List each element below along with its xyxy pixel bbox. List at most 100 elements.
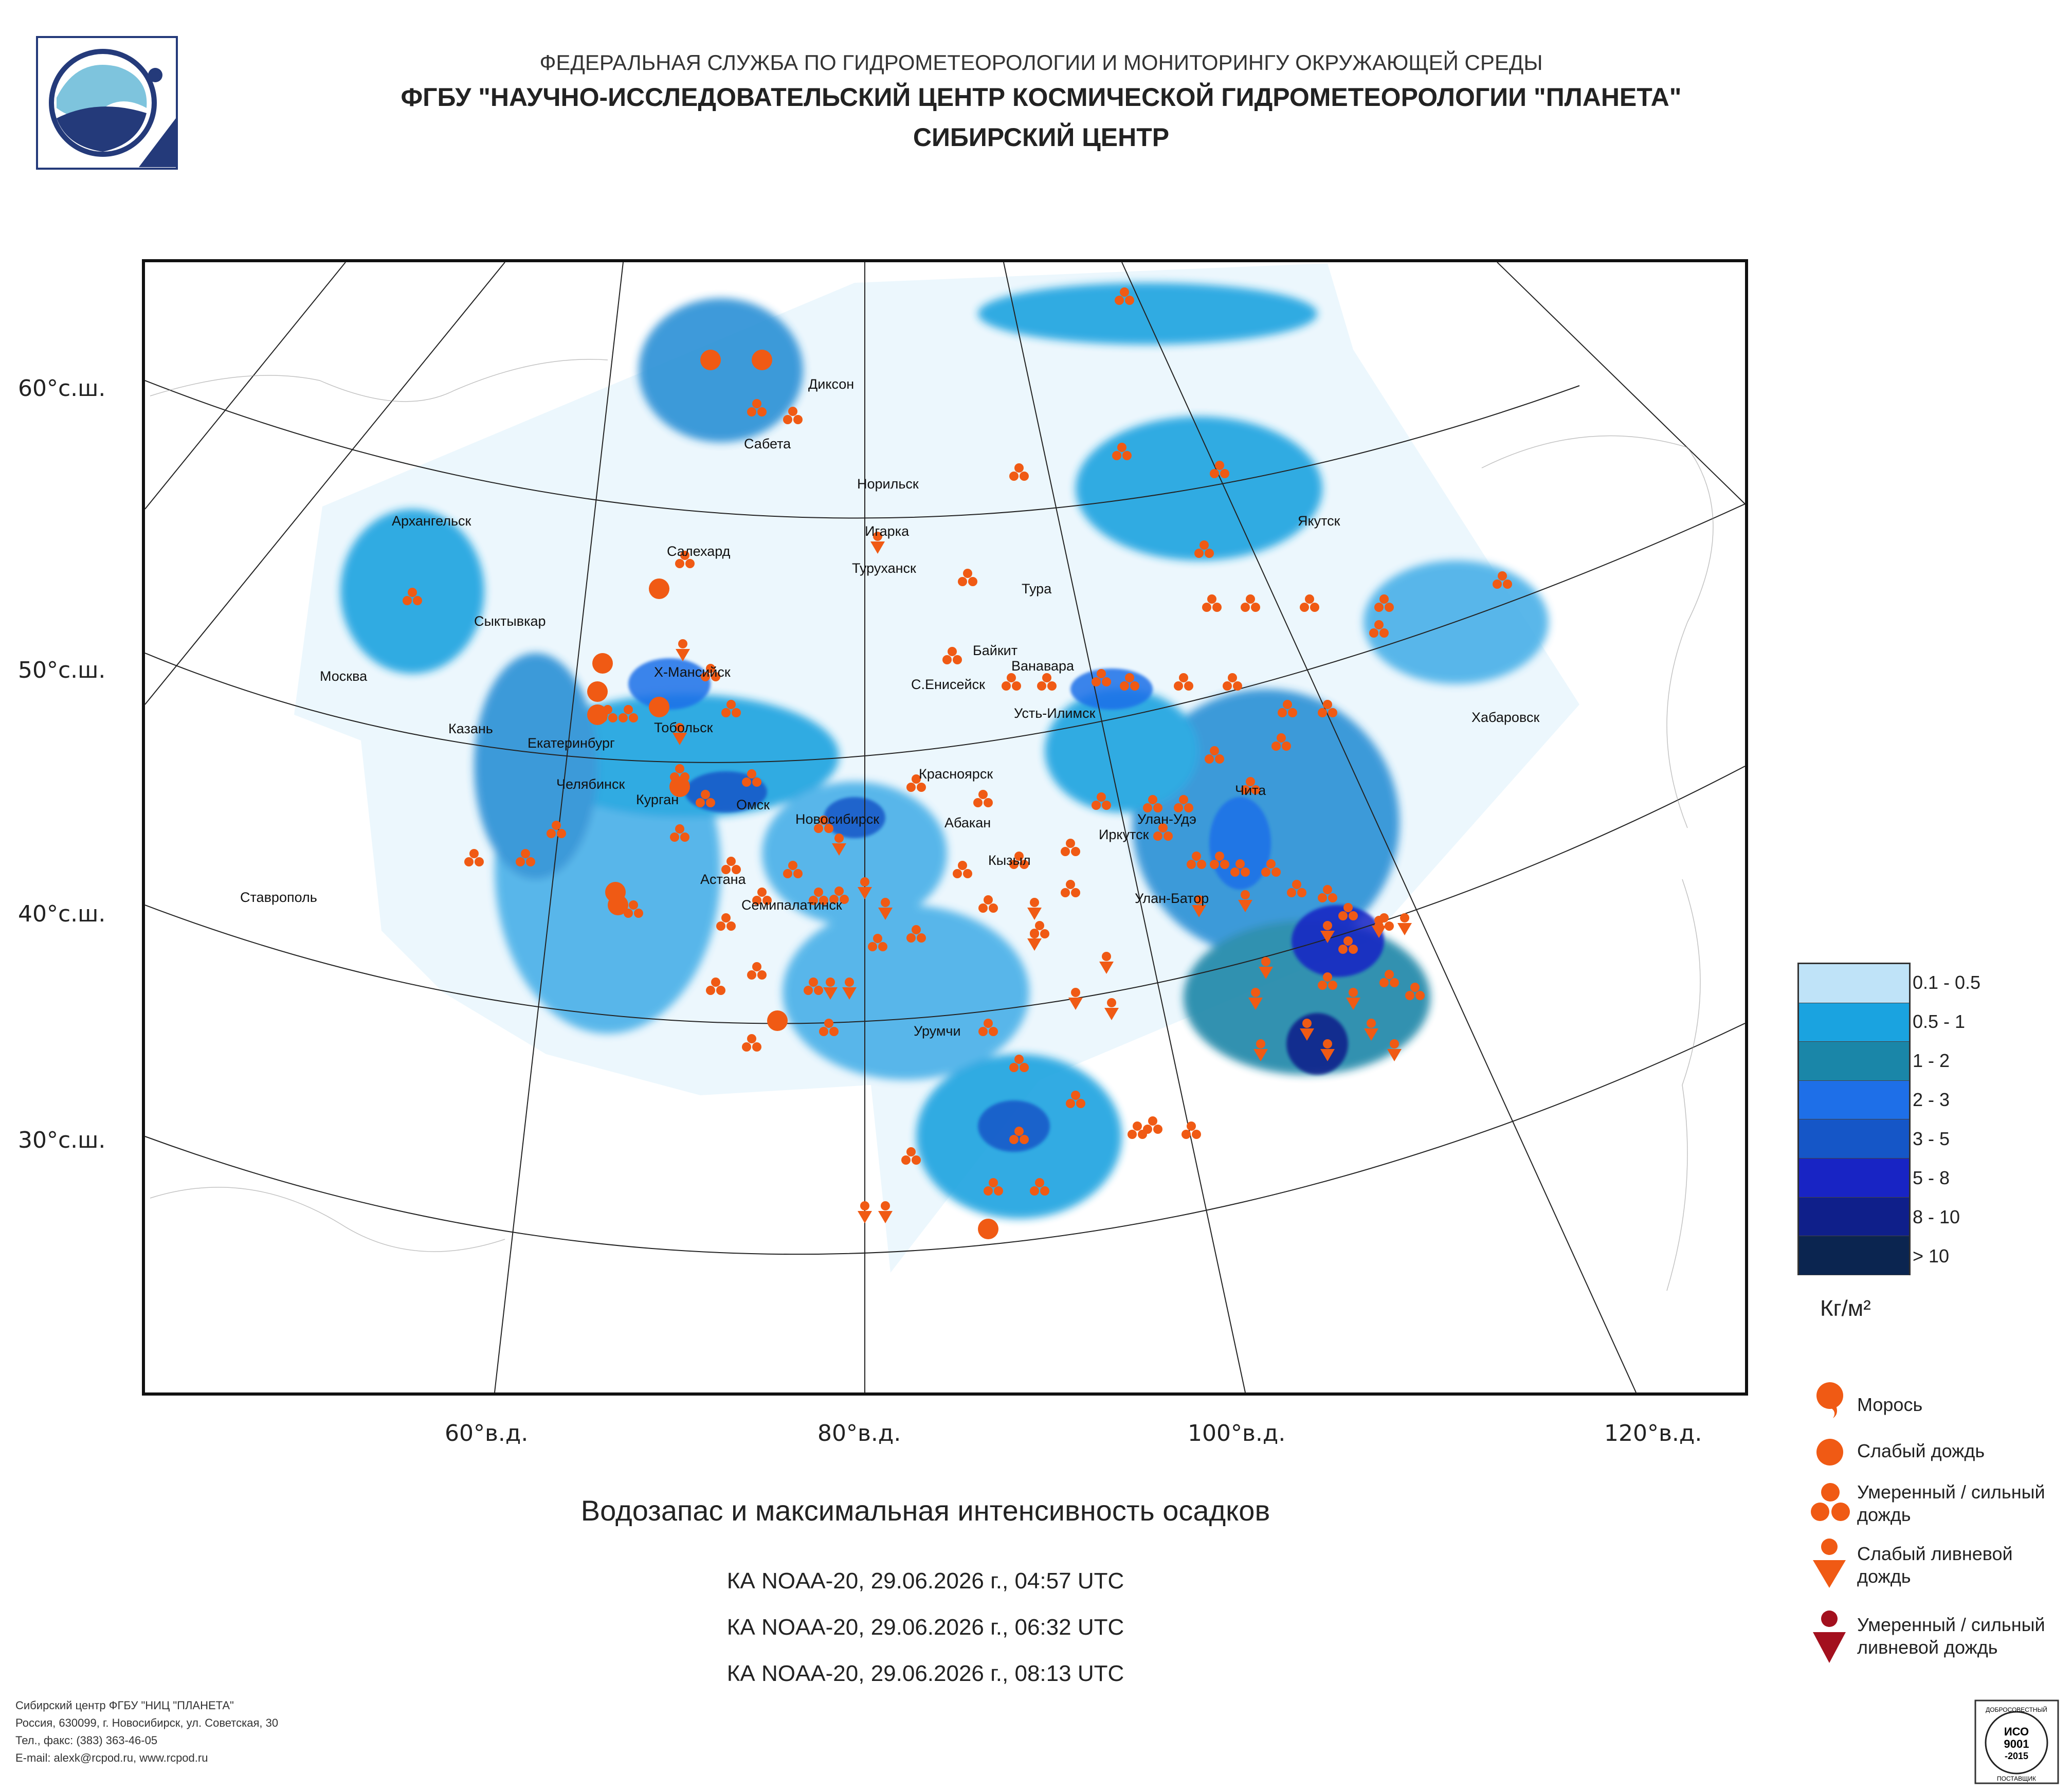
precip-marker [469,849,479,858]
precip-marker [1328,893,1337,902]
city-label: Челябинск [556,776,625,792]
precip-marker [1187,1121,1196,1131]
city-label: Семипалатинск [741,897,842,913]
precip-marker [968,577,977,586]
precip-marker [685,559,695,568]
precip-marker [793,415,803,424]
precip-marker [1246,777,1255,786]
precip-marker [978,903,988,913]
satellite-pass: КА NOAA-20, 29.06.2026 г., 08:13 UTC [726,1661,1124,1686]
precip-marker [953,655,962,664]
precip-marker [1503,580,1512,589]
precip-marker [1120,681,1129,691]
light-rain-icon [1816,1439,1843,1466]
precip-marker [1241,603,1250,612]
precip-marker [1302,1019,1312,1028]
precip-marker [842,987,857,1000]
precip-marker [1223,681,1232,691]
precip-marker [953,869,962,878]
city-label: Диксон [808,376,855,392]
precip-marker [1248,998,1263,1010]
scale-label: 0.5 - 1 [1913,1011,1966,1032]
precip-marker [1318,893,1327,902]
precip-marker [732,708,741,717]
precip-marker [1099,962,1114,974]
precip-marker [1027,938,1042,951]
precip-marker [1385,970,1394,979]
precip-marker [989,1027,998,1036]
precip-marker [834,834,844,843]
precip-marker [1374,603,1384,612]
city-label: Сыктывкар [474,613,546,629]
city-label: Х-Мансийск [654,664,731,680]
precip-marker [1205,549,1214,558]
precip-marker [1192,905,1206,917]
city-label: Туруханск [852,560,916,576]
precip-marker [701,790,710,799]
precip-marker [1020,860,1029,869]
organization-name: ФГБУ "НАУЧНО-ИССЛЕДОВАТЕЛЬСКИЙ ЦЕНТР КОС… [401,83,1682,112]
precip-marker [475,857,484,866]
precip-marker [1323,700,1332,709]
precip-marker [1068,998,1083,1010]
city-label: Ставрополь [240,890,317,905]
svg-text:ИСО: ИСО [2004,1725,2029,1738]
precip-marker [1215,852,1224,861]
precip-marker [860,1201,869,1210]
precip-marker [757,407,767,417]
iso-certification-badge: ДОБРОСОВЕСТНЫЙ ИСО 9001 -2015 ПОСТАВЩИК [1974,1699,2059,1784]
coastlines [150,359,1714,1291]
precip-marker [1251,603,1260,612]
precip-marker [984,1186,993,1196]
precip-marker [819,896,828,905]
precip-marker [649,578,669,599]
precip-marker [963,569,972,578]
precip-marker [1035,921,1044,930]
center-name: СИБИРСКИЙ ЦЕНТР [913,123,1170,152]
precip-marker [1071,1091,1080,1100]
precip-marker [1320,931,1335,943]
precip-marker [824,1019,833,1028]
precip-marker [1300,603,1309,612]
precip-marker [1194,895,1204,904]
precip-marker [1215,754,1224,764]
precip-marker [1120,287,1129,297]
precip-marker [1346,998,1360,1010]
precip-marker [1020,472,1029,481]
precip-marker [1390,1039,1399,1048]
precip-marker [878,908,893,920]
precip-marker [840,895,849,904]
precip-marker [958,861,967,870]
precip-marker [906,933,916,943]
precip-marker [948,647,957,656]
city-label: С.Енисейск [911,677,985,692]
precip-marker [845,978,854,987]
precip-marker [675,824,684,834]
heavy-shower-icon [1813,1611,1846,1663]
precip-marker [1400,913,1409,922]
precip-marker [1020,1135,1029,1144]
scale-swatch [1799,1236,1909,1275]
precip-marker [1207,594,1216,604]
scale-swatch [1799,964,1909,1003]
precip-marker [1009,860,1019,869]
precip-marker [747,970,756,980]
precip-marker [1066,839,1075,848]
precip-marker [1385,921,1394,931]
precip-marker [1130,681,1139,691]
precip-marker [526,857,535,866]
precip-marker [762,896,772,905]
precip-marker [984,895,993,904]
precip-marker [1210,860,1219,869]
moderate-rain-icon [1811,1483,1850,1521]
lat-label-60: 60°с.ш. [18,375,106,402]
precip-marker [673,733,687,745]
precip-marker [1153,1125,1162,1134]
precip-marker [1037,681,1046,691]
precip-marker [1071,847,1080,856]
precip-marker [1397,923,1412,935]
precip-marker [1174,803,1183,812]
city-label: Красноярск [919,766,993,782]
precip-marker [1288,708,1297,717]
lat-label-40: 40°с.ш. [18,901,106,927]
